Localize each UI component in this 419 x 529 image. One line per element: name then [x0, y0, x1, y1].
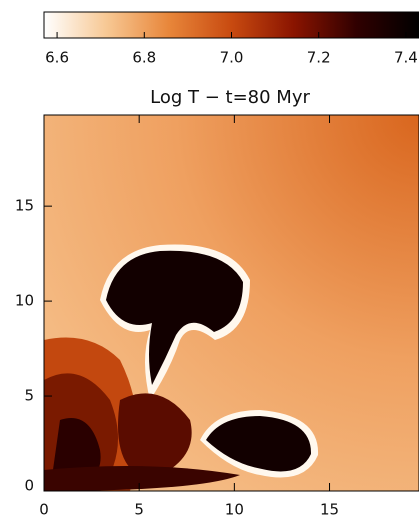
- chart: Log T − t=80 Myr 6.6 6.8 7.0 7.2 7.4 0 5 10 15 0 5…: [0, 0, 419, 529]
- y-tick-label: 0: [24, 477, 34, 495]
- x-tick-label: 10: [225, 501, 244, 519]
- x-tick-label: 5: [134, 501, 144, 519]
- colorbar-tick-label: 7.0: [220, 49, 244, 67]
- y-tick-label: 10: [15, 292, 34, 310]
- y-tick-label: 15: [15, 197, 34, 215]
- temperature-field: [44, 115, 419, 491]
- colorbar-tick-label: 6.8: [132, 49, 156, 67]
- y-tick-label: 5: [24, 387, 34, 405]
- chart-title: Log T − t=80 Myr: [150, 87, 310, 108]
- colorbar-tick-label: 7.2: [307, 49, 331, 67]
- colorbar-tick-label: 7.4: [394, 49, 418, 67]
- x-tick-label: 15: [320, 501, 339, 519]
- colorbar-tick-label: 6.6: [45, 49, 69, 67]
- x-tick-label: 0: [39, 501, 49, 519]
